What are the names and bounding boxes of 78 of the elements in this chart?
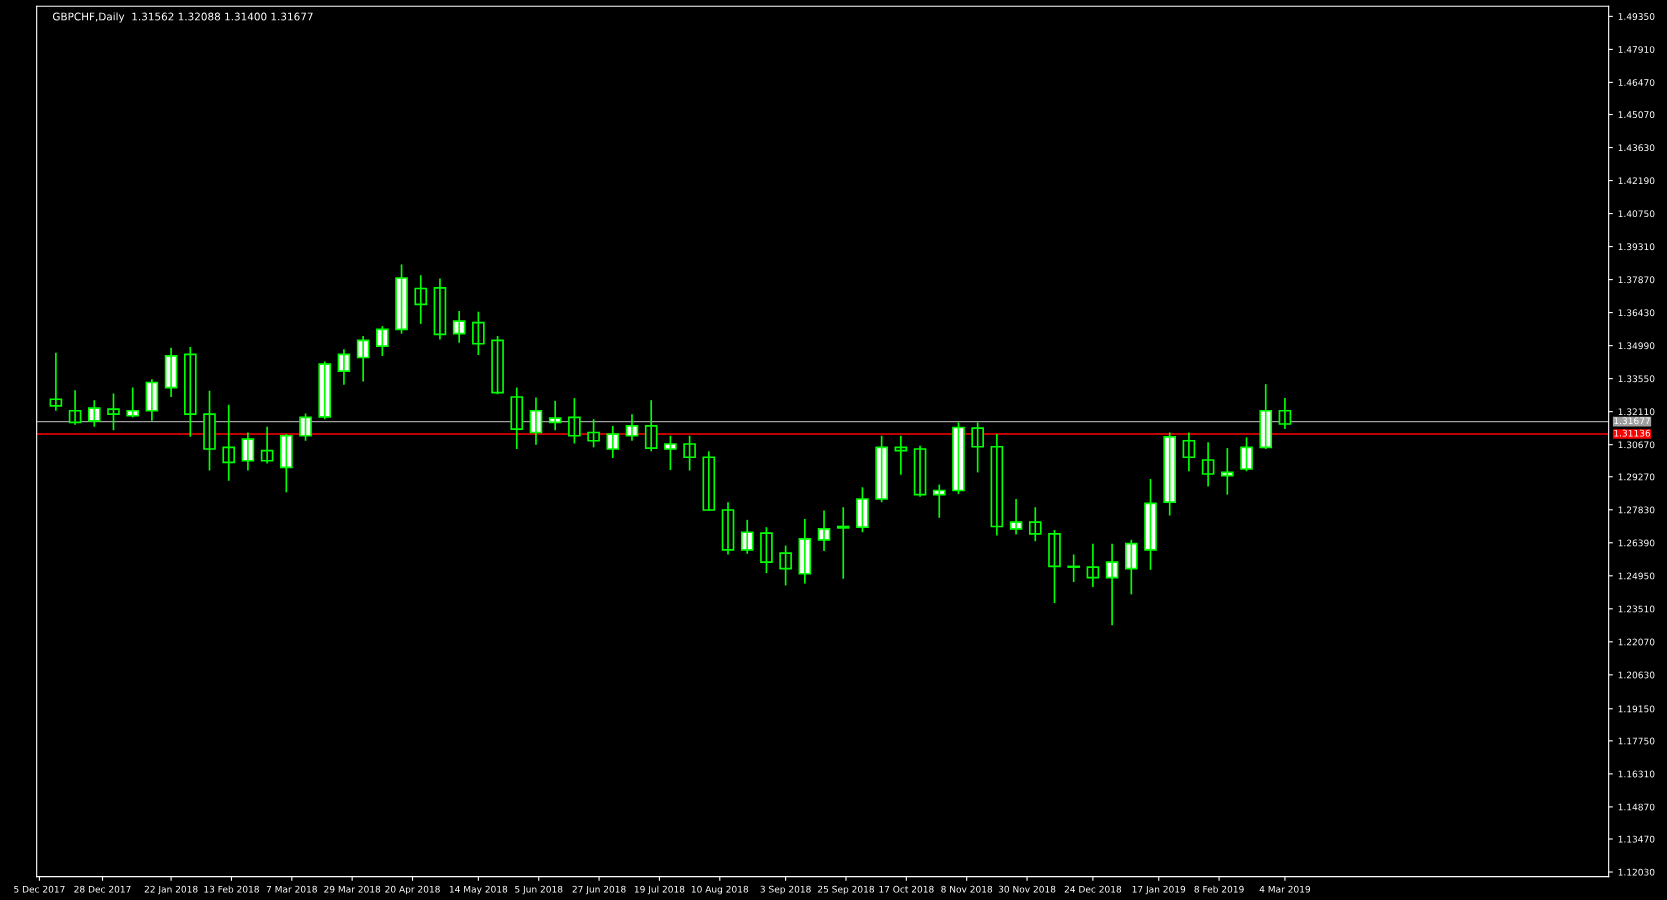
candlestick: [760, 526, 773, 574]
y-tick-label: 1.20630: [1618, 671, 1655, 679]
candlestick: [856, 486, 869, 534]
x-tick-label: 4 Mar 2019: [1259, 885, 1311, 893]
candlestick: [107, 392, 120, 432]
x-tick-label: 30 Nov 2018: [998, 885, 1056, 893]
y-tick-label: 1.17750: [1618, 737, 1655, 745]
candlestick: [587, 418, 600, 449]
x-tick-label: 14 May 2018: [449, 885, 508, 895]
y-tick-label: 1.32110: [1618, 408, 1655, 416]
x-tick-label: 20 Apr 2018: [385, 885, 440, 895]
y-tick-label: 1.49350: [1618, 13, 1655, 20]
x-tick-label: 19 Jul 2018: [634, 885, 685, 895]
y-tick-label: 1.39310: [1618, 243, 1655, 251]
y-tick-label: 1.46470: [1618, 79, 1655, 86]
candlestick: [971, 421, 984, 474]
candlestick: [395, 263, 408, 335]
candlestick: [1048, 529, 1061, 604]
candlestick: [606, 425, 620, 459]
candlestick: [952, 421, 965, 495]
y-tick-label: 1.37870: [1618, 276, 1655, 284]
y-tick-label: 1.13470: [1618, 835, 1655, 843]
y-tick-label: 1.19150: [1618, 705, 1655, 713]
x-tick-label: 17 Jan 2019: [1132, 885, 1186, 895]
y-tick-label: 1.42190: [1618, 177, 1655, 185]
x-tick-label: 29 Mar 2018: [324, 885, 381, 893]
x-tick-label: 7 Mar 2018: [266, 885, 317, 893]
y-tick-label: 1.24950: [1618, 572, 1655, 580]
y-tick-label: 1.14870: [1618, 803, 1655, 811]
y-tick-label: 1.27830: [1618, 506, 1655, 514]
x-tick-label: 3 Sep 2018: [760, 885, 811, 895]
x-tick-label: 17 Oct 2018: [879, 885, 934, 893]
y-tick-label: 1.33550: [1618, 375, 1655, 383]
x-tick-label: 8 Feb 2019: [1194, 885, 1244, 893]
x-tick-label: 28 Dec 2017: [74, 885, 131, 893]
candlestick: [779, 544, 792, 587]
y-tick-label: 1.12030: [1618, 868, 1655, 876]
candlestick: [472, 310, 485, 356]
x-tick-label: 24 Dec 2018: [1064, 885, 1122, 893]
x-tick-label: 25 Sep 2018: [818, 885, 874, 895]
y-tick-label: 1.16310: [1618, 770, 1655, 778]
y-tick-label: 1.40750: [1618, 210, 1655, 218]
y-tick-label: 1.30670: [1618, 441, 1655, 449]
ref-line-label: 1.31677: [1614, 417, 1650, 425]
y-tick-label: 1.45070: [1618, 111, 1655, 119]
candlestick: [1028, 506, 1042, 543]
y-tick-label: 1.43630: [1618, 144, 1655, 152]
x-tick-label: 22 Jan 2018: [144, 885, 198, 895]
x-tick-label: 8 Nov 2018: [941, 885, 993, 893]
candlestick: [875, 434, 888, 504]
candlestick: [568, 397, 581, 445]
x-tick-label: 5 Jun 2018: [515, 885, 563, 895]
text: GBPCHF,Daily 1.31562 1.32088 1.31400 1.31677: [52, 12, 313, 23]
candlestick: [548, 400, 562, 432]
x-tick-label: 13 Feb 2018: [204, 885, 259, 893]
y-tick-label: 1.23510: [1618, 605, 1655, 613]
x-tick-label: 10 Aug 2018: [691, 885, 749, 895]
y-tick-label: 1.36430: [1618, 309, 1655, 317]
y-tick-label: 1.22070: [1618, 638, 1655, 646]
y-tick-label: 1.47910: [1618, 46, 1655, 53]
y-tick-label: 1.29270: [1618, 473, 1655, 481]
candlestick: [376, 325, 389, 357]
y-tick-label: 1.34990: [1618, 342, 1655, 350]
ref-line-label: 1.31136: [1614, 429, 1651, 437]
x-tick-label: 5 Dec 2017: [14, 885, 65, 893]
candlestick: [664, 434, 677, 471]
candlestick: [87, 399, 101, 428]
x-tick-label: 27 Jun 2018: [572, 885, 626, 895]
y-tick-label: 1.26390: [1618, 539, 1655, 547]
candlestick: [299, 412, 312, 442]
candlestick: [740, 519, 754, 555]
candlestick: [836, 506, 850, 580]
candlestick: [203, 389, 216, 472]
candlestick: [1144, 478, 1157, 571]
candlestick: [1240, 436, 1253, 473]
candlestick: [126, 386, 140, 419]
candlestick: [683, 434, 696, 472]
candlestick: [491, 335, 504, 396]
